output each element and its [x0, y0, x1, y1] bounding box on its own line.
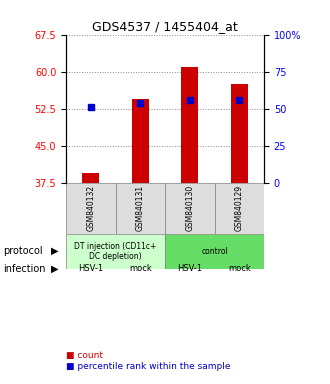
Text: protocol: protocol — [3, 246, 43, 256]
Text: HSV-1: HSV-1 — [78, 264, 103, 273]
Text: GSM840132: GSM840132 — [86, 185, 95, 231]
Bar — [66, 183, 115, 233]
Bar — [66, 233, 165, 269]
Bar — [214, 183, 264, 233]
Bar — [82, 173, 99, 183]
Text: GSM840131: GSM840131 — [136, 185, 145, 231]
Text: infection: infection — [3, 264, 46, 274]
Bar — [165, 183, 214, 233]
Text: mock: mock — [129, 264, 151, 273]
Text: control: control — [201, 247, 228, 256]
Text: ■ count: ■ count — [66, 351, 103, 360]
Text: HSV-1: HSV-1 — [177, 264, 202, 273]
Text: DT injection (CD11c+
DC depletion): DT injection (CD11c+ DC depletion) — [74, 242, 157, 261]
Text: mock: mock — [228, 264, 250, 273]
Text: GSM840130: GSM840130 — [185, 185, 194, 231]
Bar — [231, 84, 248, 183]
Text: ▶: ▶ — [51, 246, 59, 256]
Bar — [115, 183, 165, 233]
Bar — [181, 67, 198, 183]
Bar — [165, 233, 264, 269]
Text: ▶: ▶ — [51, 264, 59, 274]
Text: ■ percentile rank within the sample: ■ percentile rank within the sample — [66, 362, 230, 371]
Bar — [132, 99, 149, 183]
Text: GSM840129: GSM840129 — [235, 185, 244, 231]
Title: GDS4537 / 1455404_at: GDS4537 / 1455404_at — [92, 20, 238, 33]
